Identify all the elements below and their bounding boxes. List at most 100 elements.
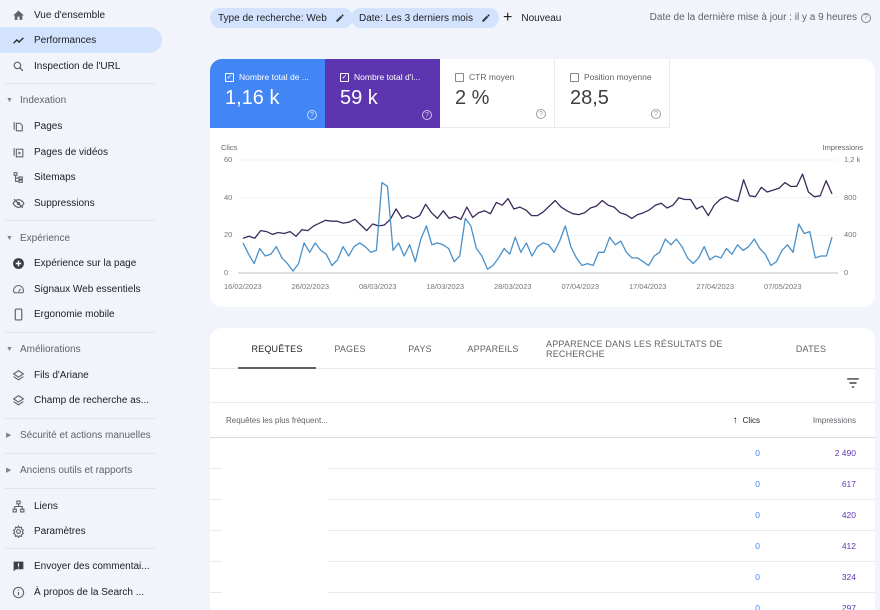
divider — [4, 488, 156, 489]
tab-dates[interactable]: DATES — [795, 343, 827, 354]
section-enhancements[interactable]: ▼ Améliorations — [0, 339, 162, 359]
help-icon[interactable]: ? — [651, 109, 661, 119]
section-title: Améliorations — [20, 343, 81, 355]
filter-chip-date[interactable]: Date: Les 3 derniers mois — [351, 8, 499, 28]
tab-search-appearance[interactable]: APPARENCE DANS LES RÉSULTATS DE RECHERCH… — [546, 338, 723, 359]
tab-countries[interactable]: PAYS — [408, 343, 432, 354]
sidebar-item-page-experience[interactable]: Expérience sur la page — [0, 250, 162, 276]
section-indexation[interactable]: ▼ Indexation — [0, 90, 162, 110]
sidebar-item-links[interactable]: Liens — [0, 493, 162, 519]
sidebar-item-sitemaps[interactable]: Sitemaps — [0, 164, 162, 190]
sidebar-item-video-pages[interactable]: Pages de vidéos — [0, 139, 162, 165]
dimension-tabs: REQUÊTES PAGES PAYS APPAREILS APPARENCE … — [210, 328, 875, 369]
last-update-text: Date de la dernière mise à jour : il y a… — [649, 12, 857, 23]
divider — [4, 453, 156, 454]
x-axis-tick: 07/05/2023 — [764, 282, 802, 291]
column-header-impressions[interactable]: Impressions — [812, 416, 856, 425]
table-row[interactable]: 0 297 — [210, 593, 875, 610]
checkbox-unchecked-icon[interactable] — [455, 72, 464, 82]
divider — [4, 332, 156, 333]
impressions-line — [242, 173, 833, 239]
layers-icon — [10, 392, 26, 408]
table-row[interactable]: 0 412 — [210, 531, 875, 562]
row-clicks: 0 — [755, 541, 760, 551]
section-experience[interactable]: ▼ Expérience — [0, 228, 162, 248]
sidebar-item-about[interactable]: À propos de la Search ... — [0, 579, 162, 605]
sidebar-item-removals[interactable]: Suppressions — [0, 190, 162, 216]
sidebar-item-feedback[interactable]: Envoyer des commentai... — [0, 553, 162, 579]
table-row[interactable]: 0 420 — [210, 500, 875, 531]
right-axis-tick: 0 — [844, 268, 849, 277]
help-icon[interactable]: ? — [307, 110, 317, 120]
sidebar-item-settings[interactable]: Paramètres — [0, 518, 162, 544]
left-axis-tick: 40 — [224, 192, 233, 202]
sidebar-item-sitelinks-searchbox[interactable]: Champ de recherche as... — [0, 387, 162, 413]
x-axis-tick: 26/02/2023 — [291, 282, 330, 291]
metric-total-clicks[interactable]: ✓ Nombre total de ... 1,16 k ? — [210, 59, 325, 128]
row-divider — [328, 468, 875, 469]
right-axis-tick: 1,2 k — [844, 155, 861, 164]
sidebar-item-label: Envoyer des commentai... — [34, 560, 150, 572]
feedback-icon — [10, 558, 26, 574]
row-divider — [210, 592, 222, 593]
right-axis-tick: 400 — [844, 230, 857, 240]
section-security[interactable]: ▶ Sécurité et actions manuelles — [0, 425, 162, 445]
help-icon[interactable]: ? — [422, 110, 432, 120]
row-impressions: 617 — [841, 479, 856, 489]
sidebar-item-performance[interactable]: Performances — [0, 27, 162, 53]
checkbox-checked-icon[interactable]: ✓ — [340, 72, 349, 82]
row-divider — [210, 468, 222, 469]
tab-queries[interactable]: REQUÊTES — [238, 328, 316, 369]
metric-average-position[interactable]: Position moyenne 28,5 ? — [555, 59, 670, 128]
section-legacy-tools[interactable]: ▶ Anciens outils et rapports — [0, 460, 162, 480]
sidebar-item-pages[interactable]: Pages — [0, 113, 162, 139]
table-row[interactable]: 0 324 — [210, 562, 875, 593]
divider — [4, 418, 156, 419]
left-axis-tick: 60 — [224, 155, 233, 164]
metric-total-impressions[interactable]: ✓ Nombre total d'i... 59 k ? — [325, 59, 440, 128]
edit-icon — [482, 14, 490, 22]
settings-icon — [10, 523, 26, 539]
video-pages-icon — [10, 144, 26, 160]
sidebar-item-mobile-usability[interactable]: Ergonomie mobile — [0, 301, 162, 327]
row-divider — [328, 499, 875, 500]
caret-down-icon: ▼ — [6, 345, 13, 353]
metric-value: 1,16 k — [225, 87, 280, 109]
sidebar-item-overview[interactable]: Vue d'ensemble — [0, 2, 162, 28]
tab-devices[interactable]: APPAREILS — [467, 343, 519, 354]
row-impressions: 297 — [841, 603, 856, 610]
metric-value: 2 % — [455, 87, 490, 109]
table-row[interactable]: 0 617 — [210, 469, 875, 500]
column-header-clicks[interactable]: ↑ Clics — [733, 415, 760, 426]
tab-pages[interactable]: PAGES — [334, 343, 366, 354]
table-row[interactable]: 0 2 490 — [210, 438, 875, 469]
help-icon[interactable]: ? — [861, 12, 871, 23]
checkbox-checked-icon[interactable]: ✓ — [225, 72, 234, 82]
sidebar-item-breadcrumbs[interactable]: Fils d'Ariane — [0, 362, 162, 388]
row-divider — [328, 561, 875, 562]
filter-icon[interactable] — [846, 377, 860, 389]
sidebar-item-label: Liens — [34, 500, 58, 512]
divider — [4, 83, 156, 84]
filter-chip-search-type[interactable]: Type de recherche: Web — [210, 8, 353, 28]
checkbox-unchecked-icon[interactable] — [570, 72, 579, 82]
sidebar-item-label: Champ de recherche as... — [34, 394, 150, 406]
row-clicks: 0 — [755, 448, 760, 458]
sidebar-item-core-web-vitals[interactable]: Signaux Web essentiels — [0, 276, 162, 302]
new-filter-button[interactable]: + Nouveau — [503, 8, 561, 28]
section-title: Expérience — [20, 232, 71, 244]
column-header-clicks-label: Clics — [742, 416, 760, 425]
metric-average-ctr[interactable]: CTR moyen 2 % ? — [440, 59, 555, 128]
sidebar-item-url-inspection[interactable]: Inspection de l'URL — [0, 53, 162, 79]
metric-label: Nombre total d'i... — [354, 72, 421, 82]
help-icon[interactable]: ? — [536, 109, 546, 119]
pages-icon — [10, 118, 26, 134]
edit-icon — [336, 14, 344, 22]
sidebar-item-label: À propos de la Search ... — [34, 586, 145, 598]
eye-off-icon — [10, 195, 26, 211]
layers-icon — [10, 367, 26, 383]
performance-chart[interactable]: Clics Impressions 60 40 20 0 1,2 k 800 400 0 1… — [210, 139, 875, 307]
section-title: Anciens outils et rapports — [20, 464, 133, 476]
new-filter-label: Nouveau — [521, 12, 562, 24]
row-clicks: 0 — [755, 510, 760, 520]
